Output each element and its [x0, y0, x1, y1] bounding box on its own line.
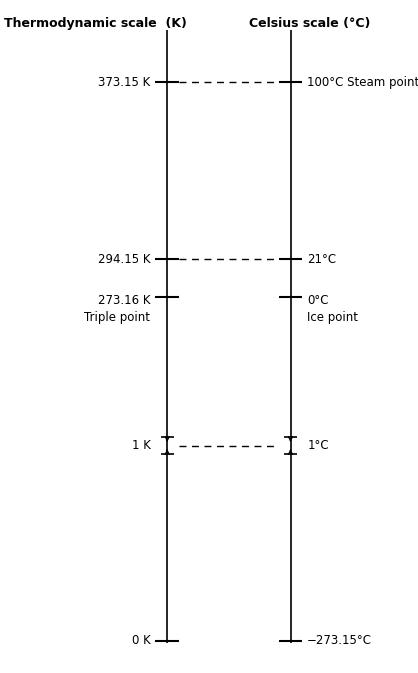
- Text: 273.16 K
Triple point: 273.16 K Triple point: [84, 294, 150, 324]
- Text: 100°C Steam point: 100°C Steam point: [307, 75, 418, 89]
- Text: 294.15 K: 294.15 K: [98, 252, 150, 266]
- Text: 21°C: 21°C: [307, 252, 336, 266]
- Text: 0 K: 0 K: [132, 634, 150, 647]
- Text: Thermodynamic scale  (K): Thermodynamic scale (K): [4, 17, 187, 30]
- Text: 1°C: 1°C: [307, 439, 329, 452]
- Text: 1 K: 1 K: [132, 439, 150, 452]
- Text: Celsius scale (°C): Celsius scale (°C): [249, 17, 370, 30]
- Text: 373.15 K: 373.15 K: [98, 75, 150, 89]
- Text: 0°C
Ice point: 0°C Ice point: [307, 294, 358, 324]
- Text: −273.15°C: −273.15°C: [307, 634, 372, 647]
